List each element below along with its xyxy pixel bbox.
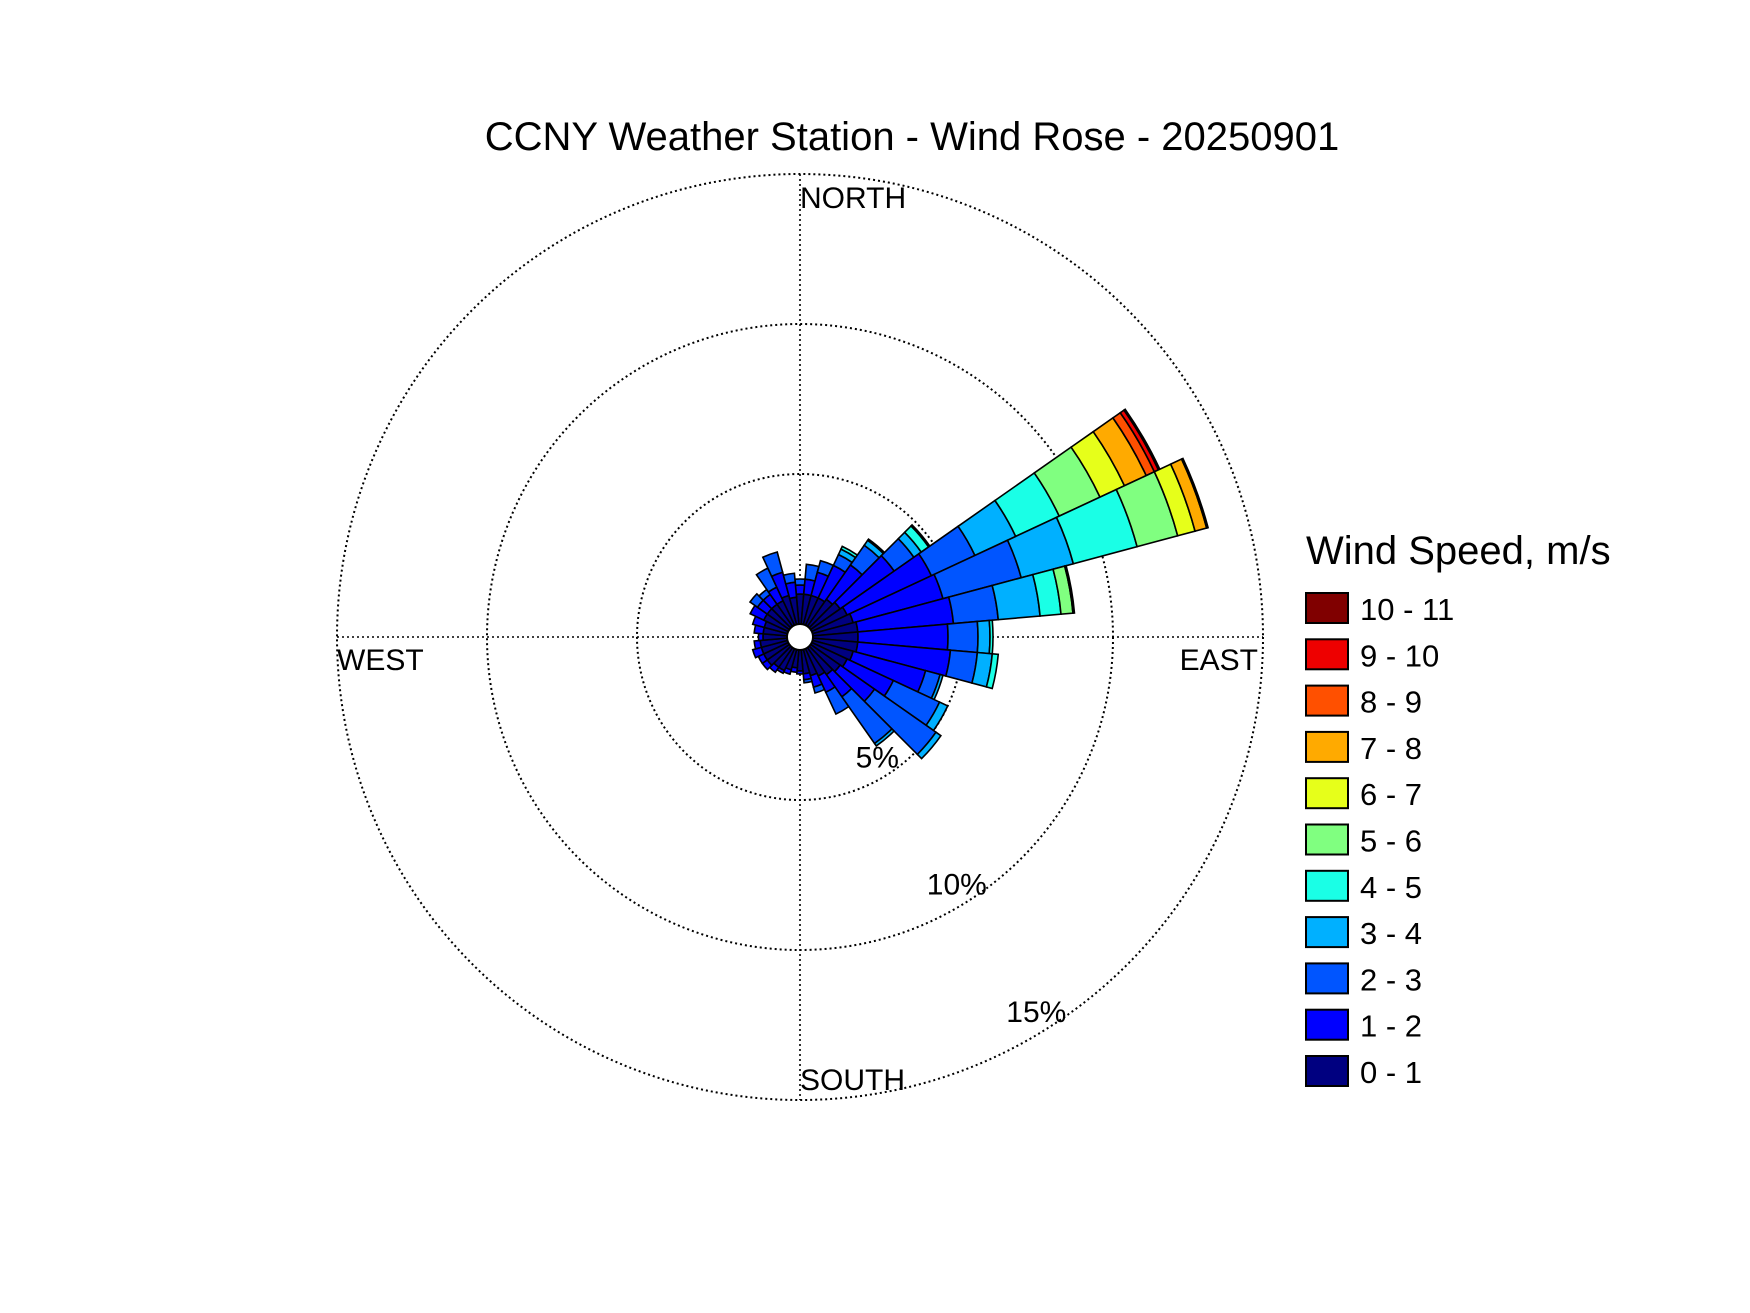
- wedge-dir-0-bin-2: [794, 578, 806, 587]
- wedge-dir-160-bin-2: [812, 683, 826, 694]
- grid-ring-10: [486, 323, 1114, 951]
- legend-label-9: 1 - 2: [1360, 1009, 1422, 1044]
- legend-label-6: 4 - 5: [1360, 870, 1422, 905]
- legend-swatch-5: [1305, 823, 1349, 856]
- chart-title: CCNY Weather Station - Wind Rose - 20250…: [485, 115, 1340, 159]
- wedge-dir-260-bin-1: [753, 639, 763, 650]
- wedge-dir-340-bin-2: [761, 551, 784, 578]
- legend-swatch-6: [1305, 869, 1349, 902]
- legend-swatch-10: [1305, 1055, 1349, 1087]
- wedge-dir-70-bin-8: [1180, 457, 1210, 530]
- wedge-dir-80-bin-6: [1063, 564, 1076, 614]
- wedge-dir-130-bin-3: [916, 731, 943, 760]
- direction-label-east: EAST: [1180, 644, 1258, 677]
- wedge-dir-90-bin-3: [976, 619, 991, 655]
- legend-swatch-2: [1305, 684, 1349, 717]
- legend-label-2: 8 - 9: [1360, 685, 1422, 720]
- direction-label-south: SOUTH: [800, 1064, 905, 1097]
- legend: Wind Speed, m/s 10 - 11 9 - 10 8 - 9 7 - 8 6…: [1305, 529, 1611, 1090]
- legend-swatch-4: [1305, 777, 1349, 810]
- legend-label-8: 2 - 3: [1360, 962, 1422, 997]
- legend-items: 10 - 11 9 - 10 8 - 9 7 - 8 6 - 7 5 - 6 4 - 5 3 …: [1305, 592, 1454, 1090]
- wedge-dir-350-bin-2: [782, 572, 797, 585]
- wedge-dir-170-bin-2: [802, 677, 813, 684]
- legend-swatch-8: [1305, 962, 1349, 995]
- wedge-dir-140-bin-3: [873, 727, 896, 748]
- legend-label-3: 7 - 8: [1360, 731, 1422, 766]
- polar-grid: [336, 173, 1264, 1101]
- ring-label-10: 10%: [927, 869, 987, 902]
- ring-label-15: 15%: [1006, 996, 1066, 1029]
- legend-swatch-3: [1305, 730, 1349, 763]
- direction-label-north: NORTH: [800, 182, 906, 215]
- wind-rose-wedges: [748, 408, 1210, 760]
- direction-label-west: WEST: [337, 644, 424, 677]
- legend-label-7: 3 - 4: [1360, 916, 1422, 951]
- legend-swatch-1: [1305, 638, 1349, 671]
- legend-label-1: 9 - 10: [1360, 638, 1439, 673]
- legend-label-0: 10 - 11: [1360, 592, 1454, 627]
- wedge-dir-90-bin-4: [988, 619, 994, 655]
- legend-title: Wind Speed, m/s: [1306, 529, 1611, 573]
- wedge-dir-180-bin-1: [795, 670, 805, 675]
- legend-label-10: 0 - 1: [1360, 1055, 1422, 1090]
- wedge-dir-250-bin-1: [751, 646, 765, 659]
- legend-swatch-9: [1305, 1008, 1349, 1041]
- legend-swatch-7: [1305, 916, 1349, 949]
- ring-labels: 5% 10% 15%: [856, 742, 1067, 1030]
- legend-label-4: 6 - 7: [1360, 777, 1422, 812]
- center-calm-circle: [786, 623, 814, 651]
- legend-label-5: 5 - 6: [1360, 824, 1422, 859]
- wedge-dir-150-bin-2: [824, 685, 850, 716]
- ring-label-5: 5%: [856, 742, 899, 775]
- wedge-dir-100-bin-4: [985, 652, 1000, 690]
- legend-swatch-0: [1305, 592, 1349, 624]
- wedge-dir-90-bin-2: [946, 620, 979, 654]
